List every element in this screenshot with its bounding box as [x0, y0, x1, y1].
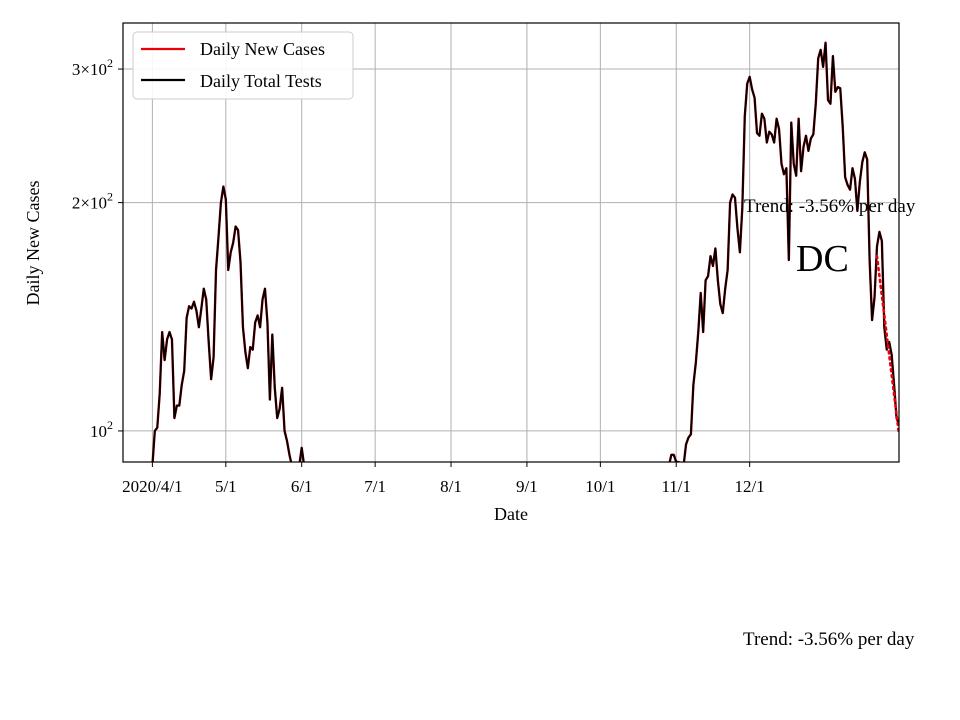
trend-annotation-footer: Trend: -3.56% per day [743, 629, 915, 650]
legend: Daily New Cases Daily Total Tests [132, 31, 354, 100]
x-axis-title: Date [494, 504, 528, 524]
x-tick-label: 8/1 [440, 477, 462, 496]
y-tick-label: 102 [90, 418, 113, 441]
x-tick-label: 12/1 [735, 477, 765, 496]
cases-line-segment-0 [151, 185, 293, 462]
legend-label-tests: Daily Total Tests [200, 71, 322, 91]
legend-label-cases: Daily New Cases [200, 39, 325, 59]
tests-line-segment-3 [683, 41, 899, 462]
trend-layer [875, 254, 899, 436]
legend-box [132, 31, 354, 100]
tests-line-segment-2 [668, 453, 680, 462]
y-axis-title: Daily New Cases [23, 181, 43, 306]
series-layer [151, 41, 899, 462]
y-axis-ticks: 102 2×102 3×102 [72, 56, 123, 441]
y-tick-label: 2×102 [72, 190, 113, 213]
trend-line [875, 254, 899, 436]
plot-frame [122, 22, 900, 463]
x-tick-label: 6/1 [291, 477, 313, 496]
region-label: DC [796, 238, 849, 280]
x-tick-label: 9/1 [516, 477, 538, 496]
x-axis-ticks: 2020/4/1 5/1 6/1 7/1 8/1 9/1 10/1 11/1 12/1 [122, 462, 765, 496]
trend-annotation-inside: Trend: -3.56% per day [744, 196, 916, 217]
tests-line-segment-0 [151, 185, 293, 462]
tests-line-segment-1 [298, 446, 305, 462]
x-tick-label: 5/1 [215, 477, 237, 496]
x-tick-label: 7/1 [364, 477, 386, 496]
x-tick-label: 10/1 [585, 477, 615, 496]
x-tick-label: 2020/4/1 [122, 477, 182, 496]
y-tick-label: 3×102 [72, 56, 113, 79]
x-tick-label: 11/1 [661, 477, 691, 496]
